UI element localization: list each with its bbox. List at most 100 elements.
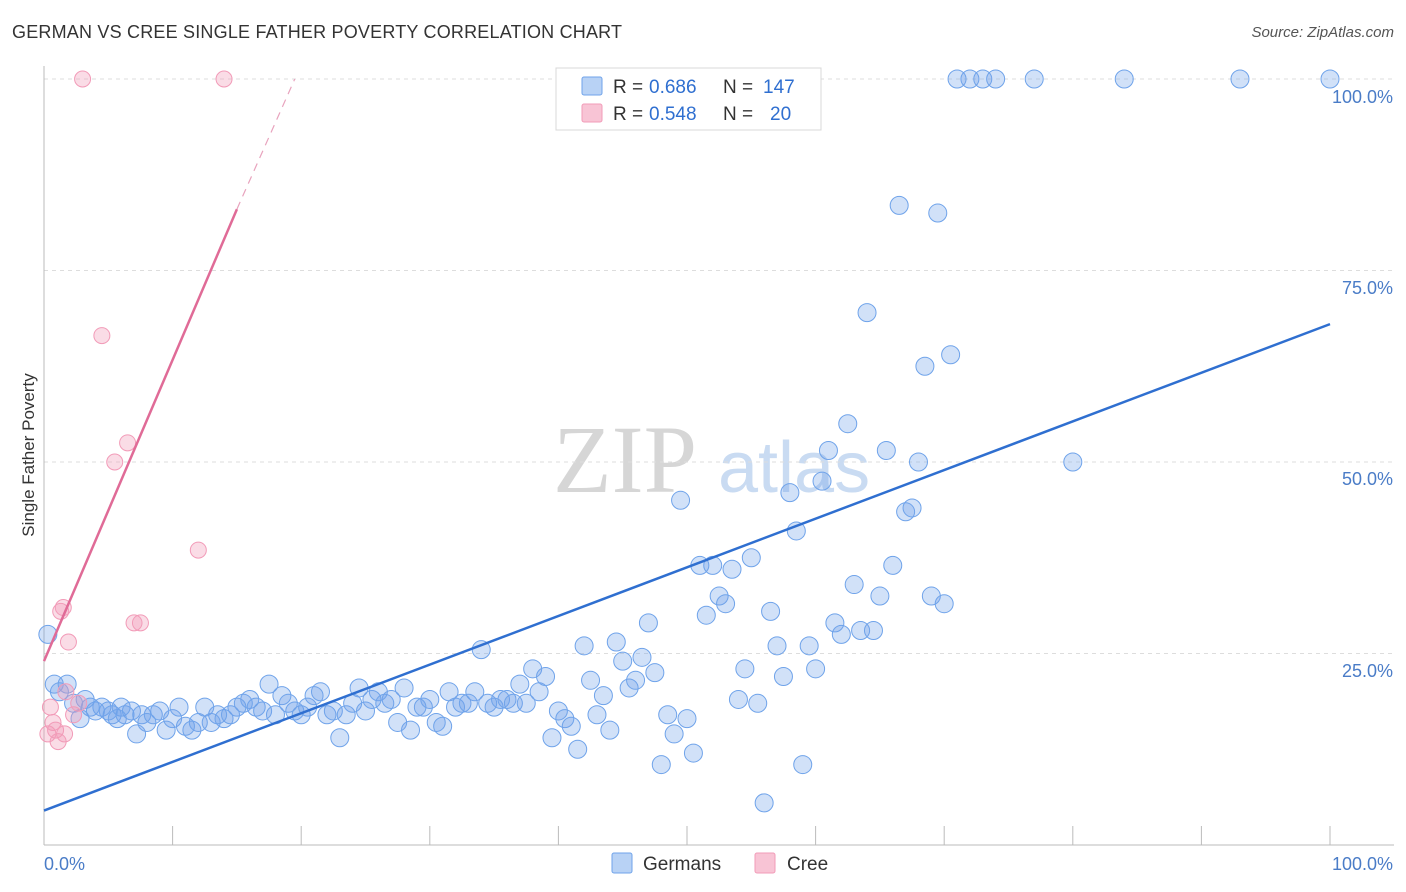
german-point-142 [934, 594, 954, 614]
german-point-7 [80, 697, 100, 717]
y-tick-75: 75.0% [1342, 278, 1393, 298]
german-point-134 [883, 555, 903, 575]
german-point-100 [664, 724, 684, 744]
german-point-150 [1114, 69, 1134, 89]
german-point-67 [452, 693, 472, 713]
german-point-73 [491, 689, 511, 709]
german-point-2 [49, 682, 69, 702]
german-point-91 [606, 632, 626, 652]
y-axis-label: Single Father Poverty [19, 373, 38, 537]
german-point-88 [587, 705, 607, 725]
cree-point-11 [74, 70, 92, 88]
german-point-40 [278, 693, 298, 713]
cree-point-10 [70, 694, 88, 712]
german-point-101 [671, 490, 691, 510]
german-point-112 [741, 548, 761, 568]
german-point-82 [548, 701, 568, 721]
german-point-107 [709, 586, 729, 606]
german-point-49 [336, 705, 356, 725]
german-point-147 [986, 69, 1006, 89]
cree-point-8 [59, 633, 77, 651]
german-point-28 [201, 712, 221, 732]
german-point-39 [272, 686, 292, 706]
german-point-105 [696, 605, 716, 625]
german-point-124 [818, 441, 838, 461]
german-point-61 [413, 697, 433, 717]
cree-point-17 [189, 541, 207, 559]
x-tick-min: 0.0% [44, 854, 85, 874]
german-point-113 [748, 693, 768, 713]
german-point-114 [754, 793, 774, 813]
german-point-77 [516, 693, 536, 713]
german-point-117 [773, 666, 793, 686]
german-point-151 [1230, 69, 1250, 89]
german-point-125 [825, 613, 845, 633]
german-point-53 [362, 689, 382, 709]
german-point-135 [889, 195, 909, 215]
y-tick-100: 100.0% [1332, 87, 1393, 107]
german-point-48 [330, 728, 350, 748]
german-point-36 [253, 701, 273, 721]
german-point-110 [728, 689, 748, 709]
cree-point-15 [125, 614, 143, 632]
legend-r-value-germans: 0.686 [649, 77, 697, 98]
german-point-131 [863, 621, 883, 641]
german-point-94 [626, 670, 646, 690]
german-point-59 [401, 720, 421, 740]
german-point-93 [619, 678, 639, 698]
german-point-149 [1063, 452, 1083, 472]
german-point-137 [902, 498, 922, 518]
german-point-152 [1320, 69, 1340, 89]
german-point-80 [536, 666, 556, 686]
german-point-92 [613, 651, 633, 671]
german-point-130 [857, 303, 877, 323]
axes [43, 66, 1394, 846]
german-point-45 [310, 682, 330, 702]
german-point-122 [806, 659, 826, 679]
german-point-23 [169, 697, 189, 717]
cree-point-13 [106, 453, 124, 471]
german-point-34 [240, 689, 260, 709]
german-point-37 [259, 674, 279, 694]
german-point-83 [555, 709, 575, 729]
chart-title: GERMAN VS CREE SINGLE FATHER POVERTY COR… [12, 22, 623, 42]
german-point-64 [433, 716, 453, 736]
x-tick-max: 100.0% [1332, 854, 1393, 874]
german-point-141 [928, 203, 948, 223]
german-point-85 [568, 739, 588, 759]
cree-point-7 [57, 683, 75, 701]
german-point-127 [838, 414, 858, 434]
german-point-31 [220, 705, 240, 725]
german-point-87 [581, 670, 601, 690]
german-point-116 [767, 636, 787, 656]
german-point-86 [574, 636, 594, 656]
y-tick-25: 25.0% [1342, 661, 1393, 681]
trend-lines [42, 78, 1331, 812]
cree-point-19 [56, 725, 74, 743]
german-point-58 [394, 678, 414, 698]
legend-swatch-cree [581, 103, 603, 123]
german-point-98 [651, 755, 671, 775]
legend-top: R = 0.686 N = 147 R = 0.548 N = 20 [555, 67, 822, 131]
german-point-15 [121, 701, 141, 721]
german-point-81 [542, 728, 562, 748]
german-point-115 [761, 601, 781, 621]
german-point-68 [458, 693, 478, 713]
german-point-121 [799, 636, 819, 656]
germans-trend-line [43, 322, 1331, 812]
german-point-128 [844, 575, 864, 595]
legend-n-value-germans: 147 [763, 77, 795, 98]
german-point-109 [722, 559, 742, 579]
german-point-102 [677, 709, 697, 729]
german-point-103 [683, 743, 703, 763]
y-tick-50: 50.0% [1342, 469, 1393, 489]
bottom-swatch-cree [754, 852, 776, 874]
german-point-21 [156, 720, 176, 740]
german-point-126 [831, 624, 851, 644]
german-point-123 [812, 471, 832, 491]
legend-n-label-cree: N = [723, 104, 753, 125]
german-point-69 [465, 682, 485, 702]
bottom-legend-cree: Cree [787, 854, 828, 875]
german-point-120 [793, 755, 813, 775]
